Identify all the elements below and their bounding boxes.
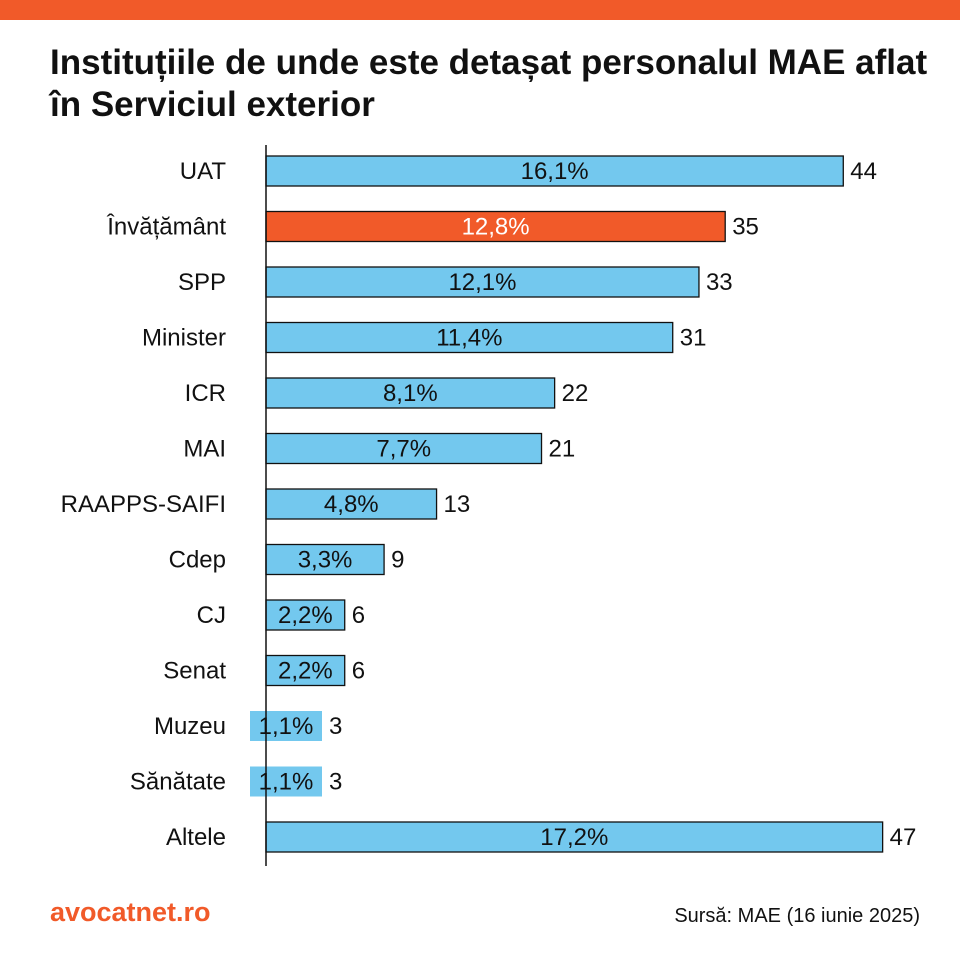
bar-row: CJ 2,2% 6 xyxy=(197,599,365,631)
percent-label: 16,1% xyxy=(521,158,589,185)
bar-row: Senat 2,2% 6 xyxy=(163,654,365,687)
value-label: 44 xyxy=(850,158,877,185)
category-label: RAAPPS-SAIFI xyxy=(61,491,226,518)
percent-label: 12,1% xyxy=(448,269,516,296)
percent-label: 2,2% xyxy=(278,602,333,629)
bar-row: ICR 8,1% 22 xyxy=(185,377,589,409)
value-label: 3 xyxy=(329,713,342,740)
bar xyxy=(250,766,322,797)
bar-row: RAAPPS-SAIFI 4,8% 13 xyxy=(61,488,471,520)
source-note: Sursă: MAE (16 iunie 2025) xyxy=(674,905,920,927)
value-label: 21 xyxy=(549,436,576,463)
value-label: 6 xyxy=(352,658,365,685)
percent-label: 11,4% xyxy=(436,325,502,352)
value-label: 47 xyxy=(890,824,917,851)
percent-label: 7,7% xyxy=(376,436,431,463)
bar-row: Minister 11,4% 31 xyxy=(142,321,707,354)
percent-label: 17,2% xyxy=(540,824,608,851)
value-label: 35 xyxy=(732,214,759,241)
value-label: 3 xyxy=(329,769,342,796)
category-label: Senat xyxy=(163,658,226,685)
percent-label: 2,2% xyxy=(278,658,333,685)
bar-row: Învățământ 12,8% 35 xyxy=(106,210,759,243)
bar xyxy=(265,321,674,354)
category-label: Altele xyxy=(166,824,226,851)
percent-label: 4,8% xyxy=(324,491,379,518)
category-label: ICR xyxy=(185,380,226,407)
top-accent-bar xyxy=(0,0,960,20)
chart-title: Instituțiile de unde este detașat person… xyxy=(50,43,928,124)
value-label: 31 xyxy=(680,325,707,352)
percent-label: 8,1% xyxy=(383,380,438,407)
bar xyxy=(265,266,700,298)
bar xyxy=(265,377,556,409)
bar xyxy=(250,711,322,741)
category-label: Cdep xyxy=(169,547,226,574)
category-label: MAI xyxy=(183,436,226,463)
value-label: 6 xyxy=(352,602,365,629)
value-label: 9 xyxy=(391,547,404,574)
bar-row: SPP 12,1% 33 xyxy=(178,266,733,298)
bar xyxy=(265,210,726,243)
bar xyxy=(265,543,385,576)
brand-logo-text[interactable]: avocatnet.ro xyxy=(50,897,211,927)
bar-row: Muzeu 1,1% 3 xyxy=(154,711,342,741)
category-label: Învățământ xyxy=(106,214,226,241)
bar xyxy=(265,654,346,687)
category-label: UAT xyxy=(180,158,227,185)
category-label: SPP xyxy=(178,269,226,296)
percent-label: 3,3% xyxy=(298,547,353,574)
bar-row: Cdep 3,3% 9 xyxy=(169,543,404,576)
bar xyxy=(265,488,438,520)
category-label: Minister xyxy=(142,325,226,352)
bar xyxy=(265,821,884,853)
bar-row: UAT 16,1% 44 xyxy=(180,155,877,187)
bar xyxy=(265,155,844,187)
value-label: 13 xyxy=(444,491,471,518)
bar-row: Sănătate 1,1% 3 xyxy=(130,766,342,797)
value-label: 22 xyxy=(562,380,589,407)
category-label: Sănătate xyxy=(130,769,226,796)
bar-row: Altele 17,2% 47 xyxy=(166,821,917,853)
value-label: 33 xyxy=(706,269,733,296)
bar xyxy=(265,432,543,465)
category-label: Muzeu xyxy=(154,713,226,740)
percent-label: 1,1% xyxy=(259,713,314,740)
percent-label: 12,8% xyxy=(462,214,530,241)
bar xyxy=(265,599,346,631)
percent-label: 1,1% xyxy=(259,769,314,796)
category-label: CJ xyxy=(197,602,226,629)
bar-row: MAI 7,7% 21 xyxy=(183,432,576,465)
